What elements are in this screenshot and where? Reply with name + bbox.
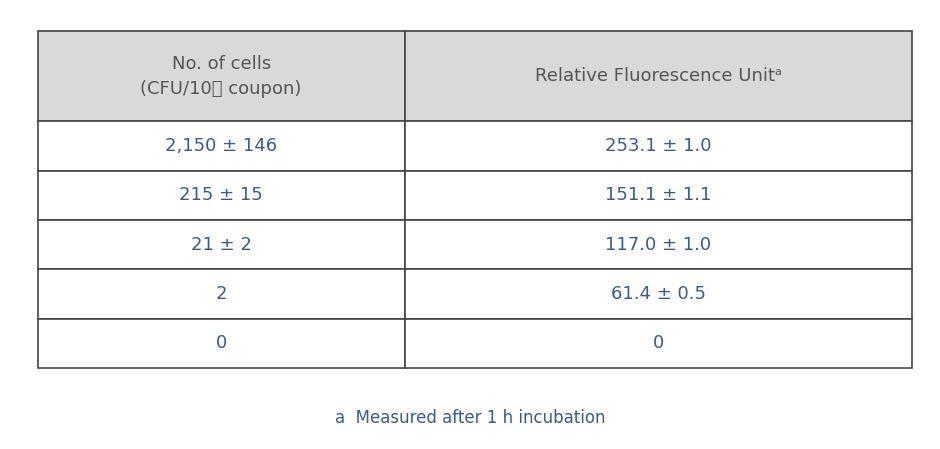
Text: 117.0 ± 1.0: 117.0 ± 1.0 [605, 236, 712, 254]
Bar [405, 269, 912, 319]
Text: 151.1 ± 1.1: 151.1 ± 1.1 [605, 186, 712, 204]
Bar [38, 121, 405, 171]
Bar [405, 319, 912, 368]
Bar [405, 31, 912, 121]
Text: (CFU/10㎡ coupon): (CFU/10㎡ coupon) [140, 80, 302, 98]
Bar [405, 121, 912, 171]
Text: a  Measured after 1 h incubation: a Measured after 1 h incubation [335, 409, 605, 427]
Bar [38, 171, 405, 220]
Text: Relative Fluorescence Unitᵃ: Relative Fluorescence Unitᵃ [535, 67, 782, 85]
Bar [405, 220, 912, 269]
Text: 21 ± 2: 21 ± 2 [191, 236, 252, 254]
Text: 253.1 ± 1.0: 253.1 ± 1.0 [605, 137, 712, 155]
Text: 0: 0 [215, 335, 227, 352]
Bar [38, 220, 405, 269]
Text: 2,150 ± 146: 2,150 ± 146 [165, 137, 277, 155]
Text: 0: 0 [652, 335, 664, 352]
Text: 2: 2 [215, 285, 227, 303]
Bar [405, 171, 912, 220]
Text: 61.4 ± 0.5: 61.4 ± 0.5 [611, 285, 706, 303]
Bar [38, 319, 405, 368]
Text: No. of cells: No. of cells [172, 55, 271, 73]
Bar [38, 269, 405, 319]
Bar [38, 31, 405, 121]
Text: 215 ± 15: 215 ± 15 [180, 186, 263, 204]
